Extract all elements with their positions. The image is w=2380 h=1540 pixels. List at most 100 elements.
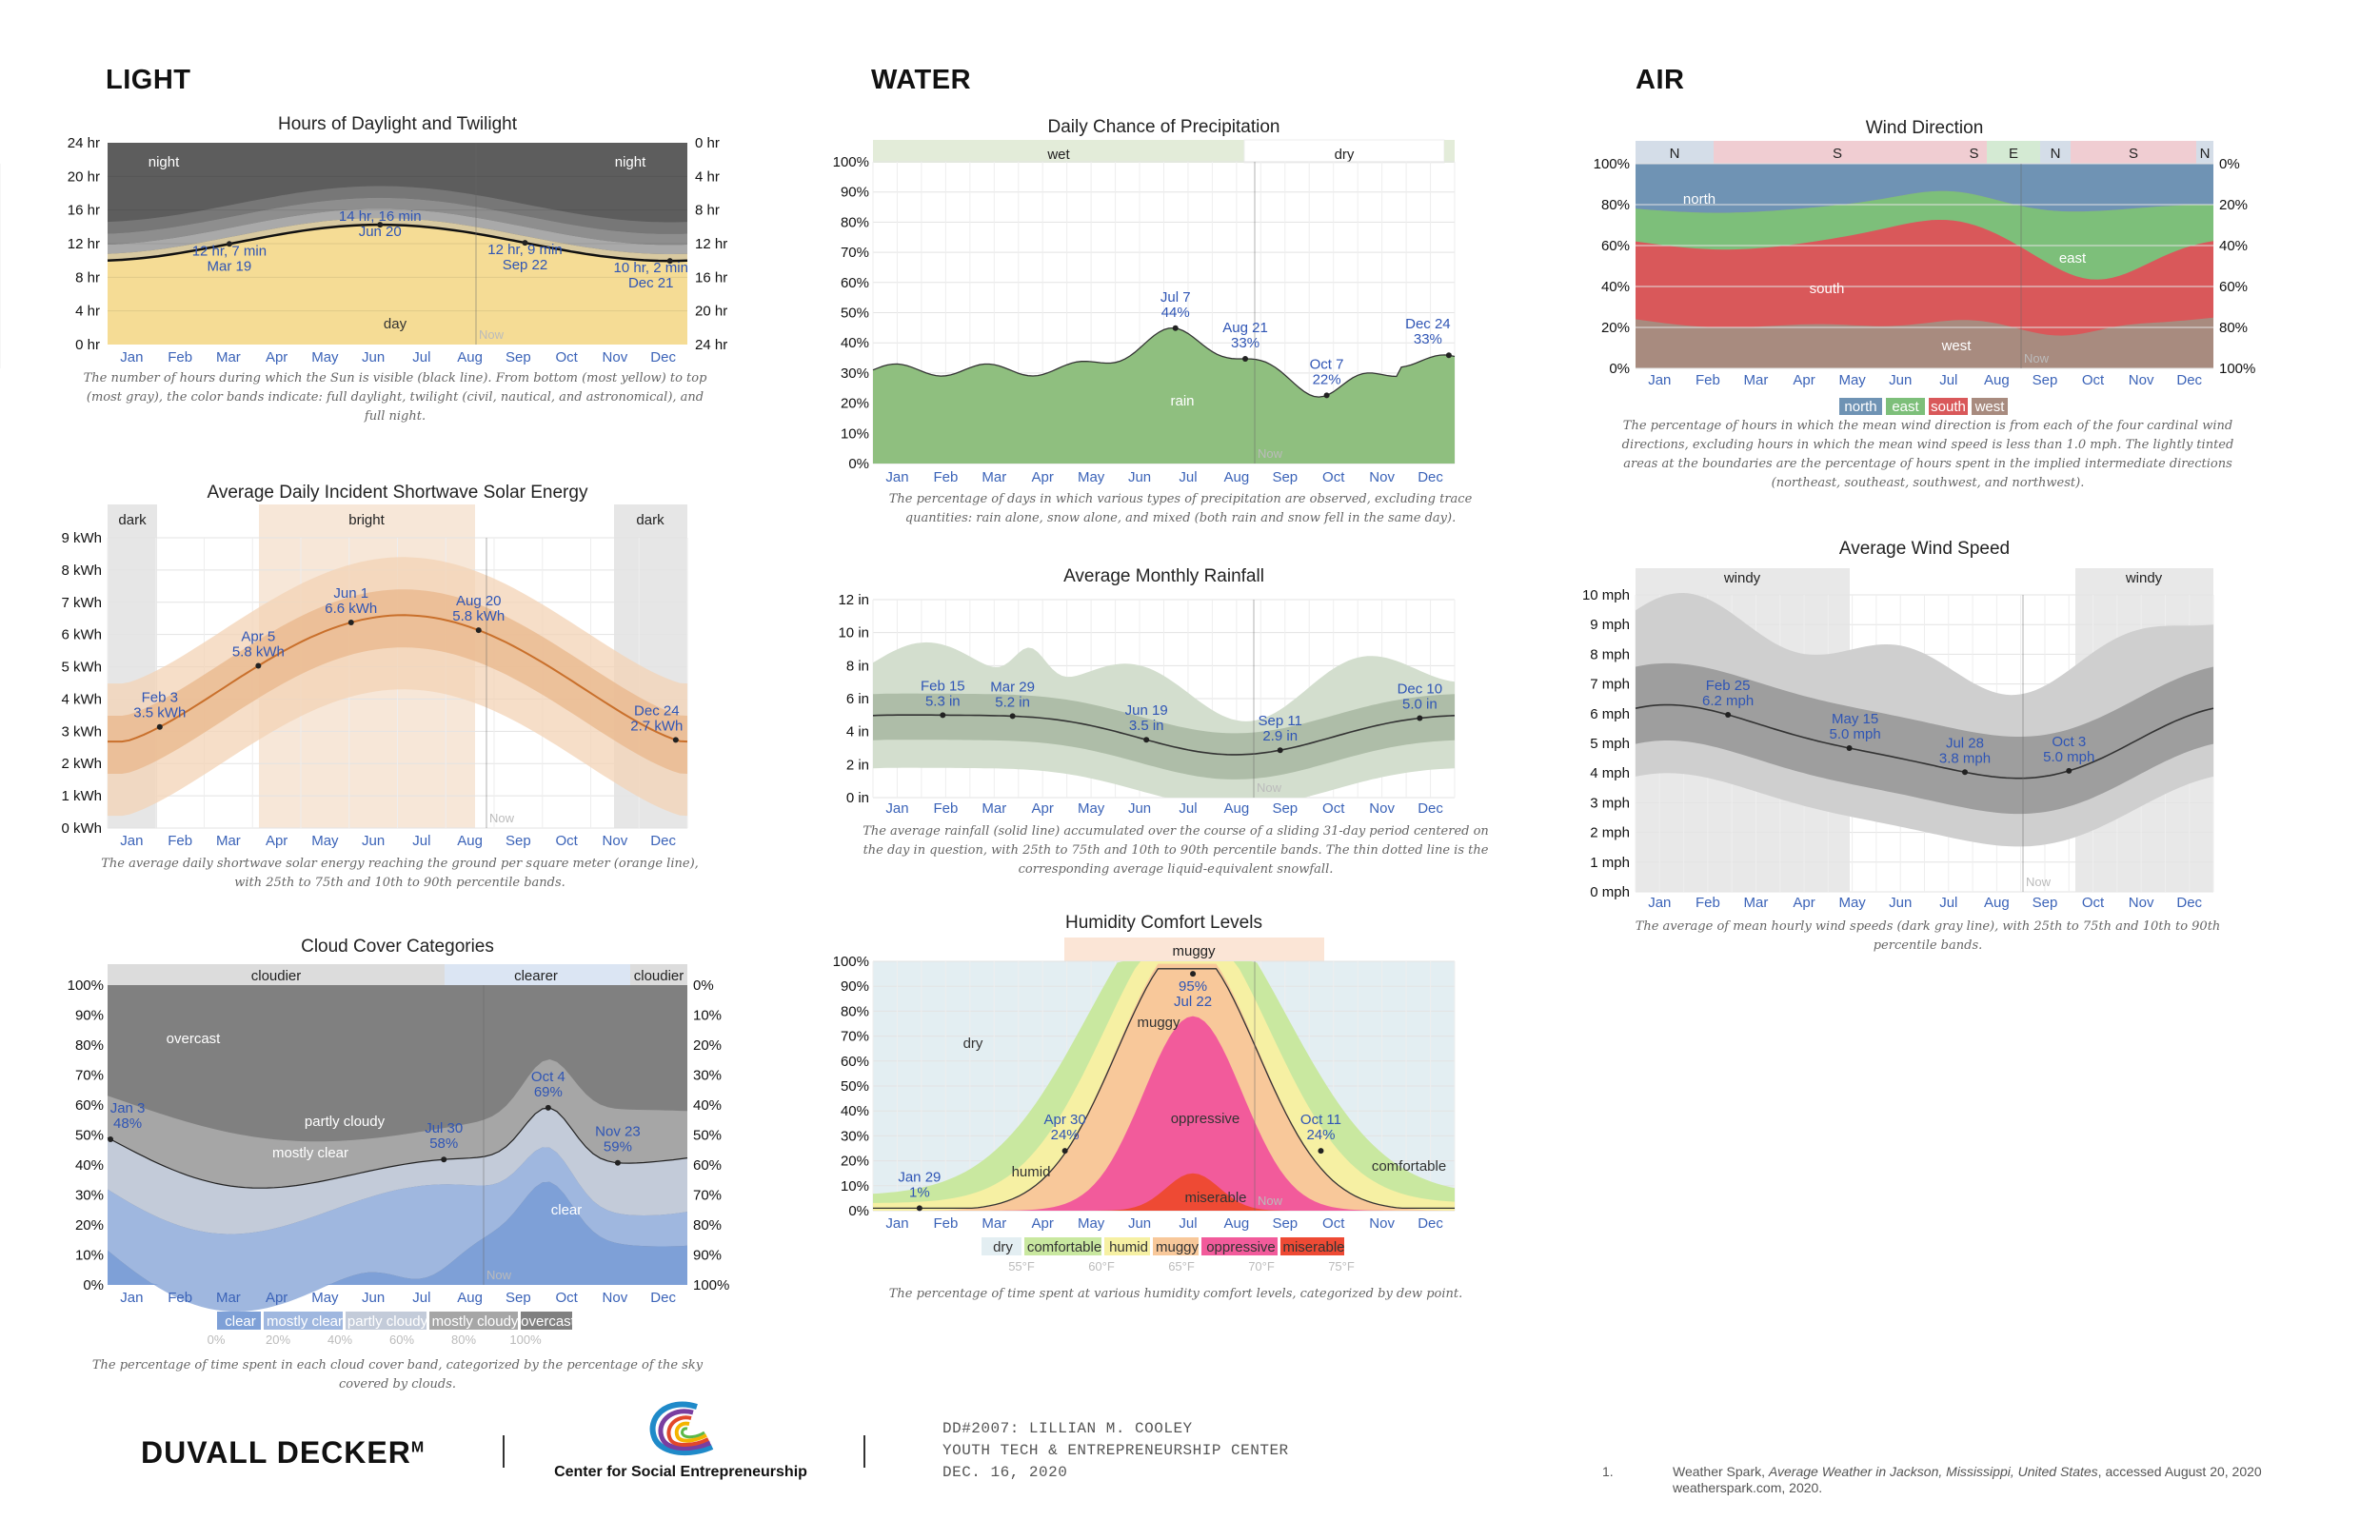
cloud-month-oct: Oct — [555, 1290, 578, 1306]
duvall-decker-logo: DUVALL DECKERM — [141, 1435, 425, 1471]
cloud-legend-overcast: overcast — [521, 1313, 576, 1330]
wind-dir-east-area — [1636, 190, 2213, 280]
cloud-left-tick: 60% — [75, 1097, 104, 1114]
cloud-annotation-value: 59% — [604, 1139, 632, 1155]
precip-annotation-label: Jul 7 — [1160, 289, 1191, 306]
humidity-point — [916, 1205, 922, 1212]
cloud-month-nov: Nov — [603, 1290, 628, 1306]
cloud-legend-clear: clear — [225, 1313, 256, 1330]
rainfall-annotation-label: Mar 29 — [990, 679, 1035, 695]
precip-tick: 70% — [841, 245, 869, 261]
solar-tick: 7 kWh — [61, 595, 102, 611]
humidity-now-line-label: Now — [1258, 1194, 1283, 1208]
daylight-left-tick: 8 hr — [75, 269, 100, 286]
firm-name: DUVALL DECKER — [141, 1435, 411, 1470]
solar-month-dec: Dec — [650, 833, 676, 849]
solar-annotation-value: 3.5 kWh — [133, 705, 186, 721]
footer-divider-2 — [863, 1435, 865, 1468]
daylight-left-tick: 24 hr — [68, 135, 100, 151]
rainfall-annotation-label: Jun 19 — [1125, 702, 1168, 719]
daylight-point — [377, 222, 384, 228]
humidity-tick: 60% — [841, 1054, 869, 1070]
rainfall-point — [1277, 747, 1283, 754]
wind-speed-tick: 9 mph — [1590, 617, 1630, 633]
rainfall-annotation-label: Dec 10 — [1398, 681, 1443, 698]
rainfall-month-feb: Feb — [933, 800, 958, 817]
wind-dir-right-tick: 0% — [2219, 156, 2240, 172]
wind-speed-tick: 0 mph — [1590, 884, 1630, 900]
humidity-month-feb: Feb — [933, 1215, 958, 1232]
humidity-tick: 30% — [841, 1128, 869, 1144]
daylight-point — [666, 258, 673, 265]
wind-speed-annotation-label: Oct 3 — [2052, 734, 2086, 750]
cloud-annotation-label: Jul 30 — [425, 1120, 463, 1136]
daylight-right-tick: 12 hr — [695, 236, 727, 252]
wind-dir-legend-west: west — [1974, 399, 2006, 415]
cloud-right-tick: 50% — [693, 1128, 722, 1144]
wind-dir-east-label: east — [2059, 250, 2087, 267]
humidity-humid-label: humid — [1012, 1164, 1051, 1180]
solar-dark-left-label: dark — [118, 512, 147, 528]
cloud-left-tick: 20% — [75, 1217, 104, 1234]
solar-month-aug: Aug — [457, 833, 483, 849]
wind-dir-left-tick: 0% — [1609, 361, 1630, 377]
rainfall-month-may: May — [1078, 800, 1105, 817]
daylight-night-left-label: night — [149, 154, 180, 170]
humidity-annotation-value: Jul 22 — [1174, 994, 1212, 1010]
humidity-legend-oppressive: oppressive — [1206, 1239, 1276, 1255]
humidity-miserable-area — [873, 1173, 1455, 1211]
wind-speed-p25-75-band — [1636, 662, 2213, 815]
solar-tick: 1 kWh — [61, 788, 102, 804]
humidity-legend-tick: 60°F — [1088, 1259, 1115, 1273]
daylight-month-nov: Nov — [603, 349, 628, 365]
solar-month-oct: Oct — [555, 833, 578, 849]
cloud-right-tick: 10% — [693, 1008, 722, 1024]
precip-tick: 80% — [841, 214, 869, 230]
project-line-2: YOUTH TECH & ENTREPRENEURSHIP CENTER — [942, 1442, 1289, 1459]
wind-speed-title: Average Wind Speed — [1839, 539, 2010, 559]
humidity-month-may: May — [1078, 1215, 1105, 1232]
solar-month-feb: Feb — [168, 833, 192, 849]
daylight-right-tick: 16 hr — [695, 269, 727, 286]
cloud-partly-label: partly cloudy — [305, 1114, 386, 1130]
daylight-left-tick: 12 hr — [68, 236, 100, 252]
daylight-annotation-value: Mar 19 — [208, 258, 252, 274]
daylight-right-tick: 4 hr — [695, 168, 720, 185]
daylight-month-mar: Mar — [216, 349, 241, 365]
cloud-cloudier2-band — [630, 964, 687, 985]
solar-tick: 5 kWh — [61, 660, 102, 676]
precip-point — [1445, 352, 1452, 359]
cloud-left-tick: 100% — [68, 977, 104, 994]
rainfall-annotation-value: 3.5 in — [1129, 718, 1164, 734]
precip-line — [872, 326, 1456, 398]
humidity-point — [1190, 971, 1197, 977]
humidity-annotation-value: 24% — [1051, 1127, 1080, 1143]
humidity-tick: 0% — [848, 1203, 869, 1219]
cloud-month-feb: Feb — [168, 1290, 192, 1306]
wind-dir-month-feb: Feb — [1696, 372, 1720, 388]
cloud-point — [614, 1159, 621, 1166]
cloud-right-tick: 0% — [693, 977, 714, 994]
precip-annotation-label: Dec 24 — [1405, 316, 1451, 332]
rainfall-tick: 8 in — [846, 658, 869, 674]
cloud-caption: The percentage of time spent in each clo… — [91, 1358, 704, 1392]
solar-month-mar: Mar — [216, 833, 241, 849]
humidity-tick: 10% — [841, 1178, 869, 1194]
cloud-legend-partly-cloudy: partly cloudy — [347, 1313, 428, 1330]
cloud-mostly-cloudy-area — [108, 1059, 687, 1189]
wind-dir-band — [2196, 141, 2213, 164]
daylight-point — [522, 240, 528, 247]
section-water: WATER — [871, 65, 972, 95]
cloud-legend-swatch — [429, 1312, 518, 1330]
rainfall-annotation-label: Feb 15 — [921, 678, 965, 694]
precip-tick: 40% — [841, 335, 869, 351]
solar-point — [156, 723, 163, 730]
rainfall-tick: 0 in — [846, 790, 869, 806]
rainfall-point — [1009, 713, 1016, 720]
cloud-annotation-value: 58% — [429, 1135, 458, 1152]
daylight-caption: The number of hours during which the Sun… — [83, 371, 707, 424]
precip-month-jun: Jun — [1128, 469, 1151, 485]
solar-mean-line — [108, 614, 688, 743]
wind-dir-left-tick: 40% — [1601, 279, 1630, 295]
cloud-cloudier-label: cloudier — [251, 968, 302, 984]
